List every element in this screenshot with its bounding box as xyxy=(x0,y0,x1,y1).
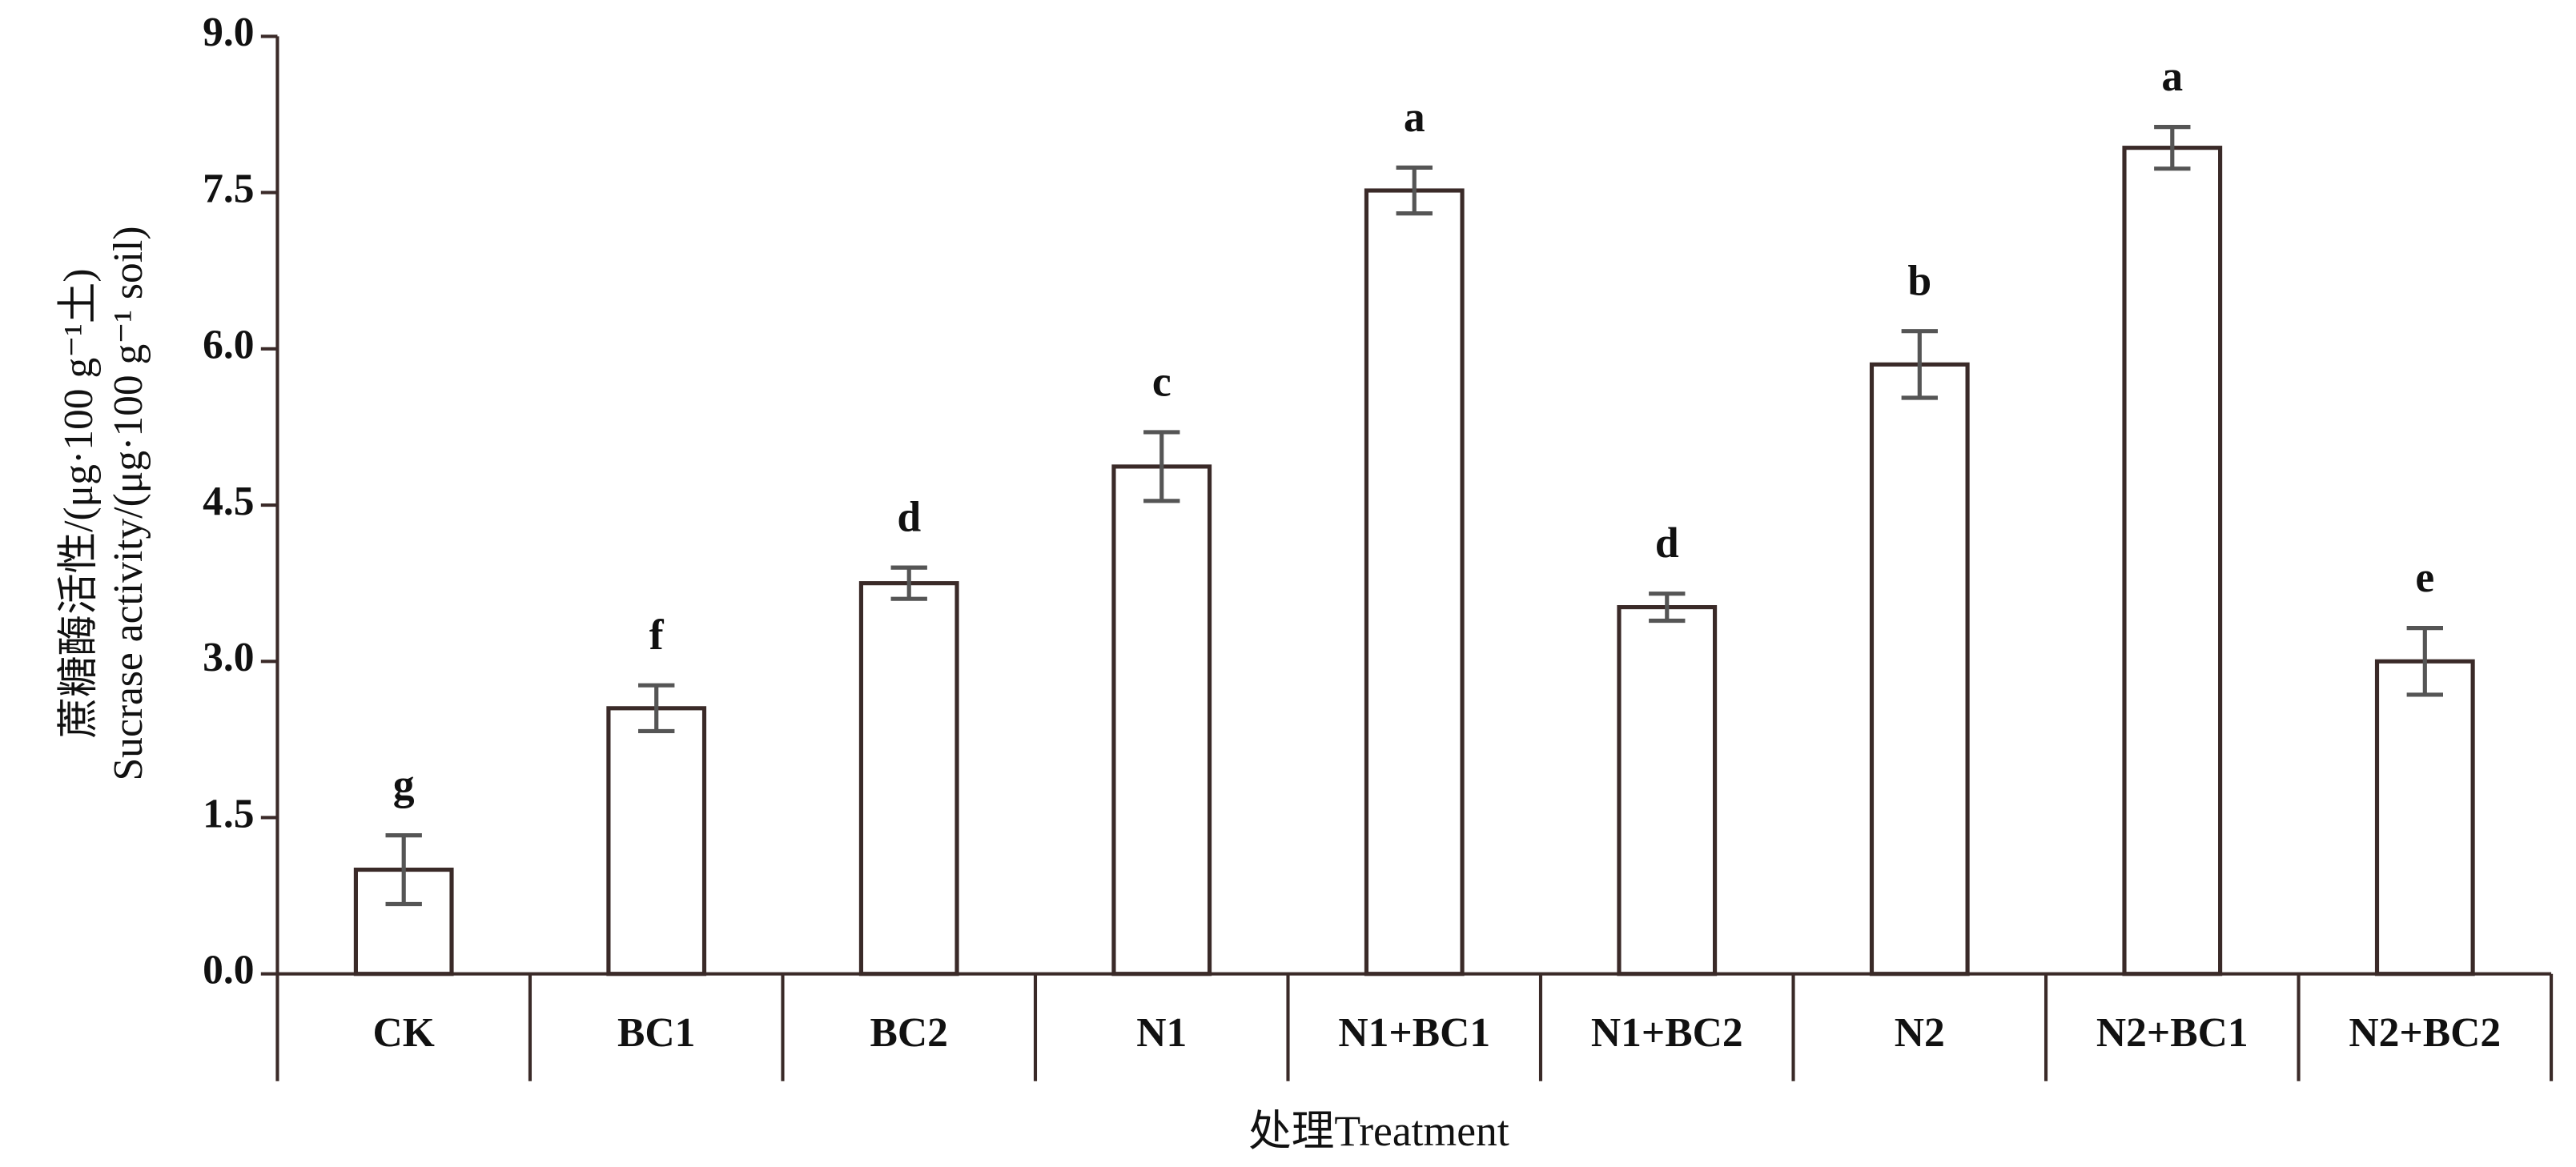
x-tick-label: N2+BC2 xyxy=(2349,1010,2501,1056)
y-tick-label: 3.0 xyxy=(203,635,254,680)
bar xyxy=(2122,146,2223,977)
y-tick-label: 9.0 xyxy=(203,10,254,55)
y-tick-label: 7.5 xyxy=(203,166,254,211)
x-tick-label: CK xyxy=(373,1010,435,1056)
bar xyxy=(2374,659,2475,977)
significance-letter: b xyxy=(1907,256,1931,304)
significance-letter: g xyxy=(393,760,415,808)
significance-letter: d xyxy=(897,493,921,541)
y-tick-label: 4.5 xyxy=(203,479,254,524)
x-tick-label: N1+BC1 xyxy=(1338,1010,1490,1056)
x-tick-label: BC1 xyxy=(617,1010,695,1056)
significance-letter: a xyxy=(2161,52,2183,100)
bar xyxy=(1617,605,1718,977)
significance-letter: f xyxy=(649,611,665,659)
bar xyxy=(858,581,959,977)
y-tick-label: 6.0 xyxy=(203,323,254,368)
x-tick-label: BC2 xyxy=(870,1010,948,1056)
significance-letter: d xyxy=(1655,519,1679,567)
bar xyxy=(1869,362,1970,977)
significance-letter: e xyxy=(2415,553,2434,601)
y-tick-label: 0.0 xyxy=(203,948,254,993)
x-tick-label: N2+BC1 xyxy=(2096,1010,2248,1056)
x-tick-label: N1+BC2 xyxy=(1591,1010,1743,1056)
y-axis-label: 蔗糖酶活性/(μg·100 g⁻¹土) xyxy=(56,268,102,738)
significance-letter: c xyxy=(1152,357,1171,405)
x-axis-label: 处理Treatment xyxy=(1248,1107,1509,1155)
bar xyxy=(606,706,707,977)
y-tick-label: 1.5 xyxy=(203,791,254,836)
y-axis-label: Sucrase activity/(μg·100 g⁻¹ soil) xyxy=(106,226,151,780)
bar xyxy=(1111,464,1212,977)
bar xyxy=(1364,188,1465,977)
x-tick-label: N2 xyxy=(1895,1010,1945,1056)
significance-letter: a xyxy=(1404,93,1425,141)
x-tick-label: N1 xyxy=(1136,1010,1187,1056)
